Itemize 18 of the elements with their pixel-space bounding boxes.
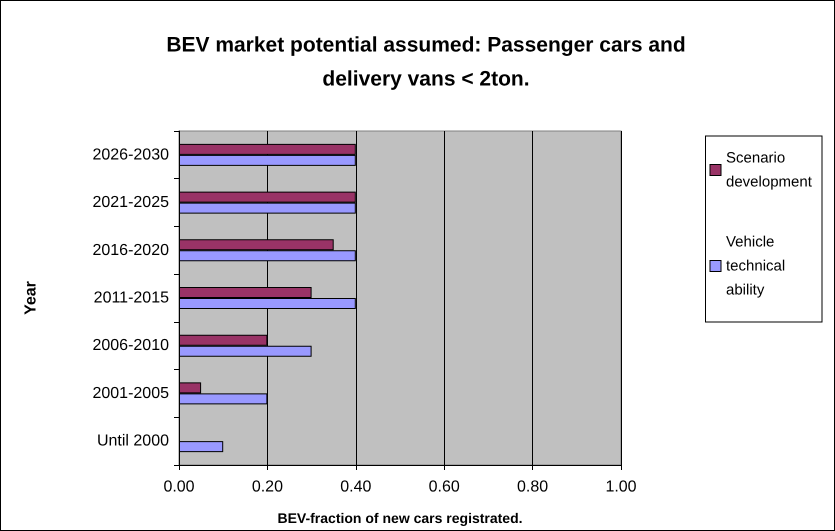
y-tick-label: 2021-2025 [92,194,170,212]
x-tick-label: 0.20 [252,478,284,496]
x-axis-title: BEV-fraction of new cars registrated. [277,510,523,526]
y-tick-label: 2016-2020 [92,242,170,259]
y-tick-label: 2006-2010 [92,337,170,354]
y-tick-label: Until 2000 [96,432,170,450]
x-tick-label: 0.00 [163,478,195,496]
chart-title: BEV market potential assumed: Passenger cars and delivery vans < 2ton. [166,34,686,90]
y-tick-label: 2011-2015 [94,290,170,306]
y-axis-title: Year [22,281,40,315]
legend-label: Scenario development [726,150,813,190]
y-tick-label: 2001-2005 [92,384,170,402]
x-tick-label: 1.00 [605,478,637,496]
x-tick-label: 0.80 [517,478,548,496]
x-tick-label: 0.40 [340,478,372,496]
y-tick-label: 2026-2030 [92,146,170,164]
x-tick-label: 0.60 [428,478,460,496]
legend-label: Vehicle technical ability [726,234,790,298]
